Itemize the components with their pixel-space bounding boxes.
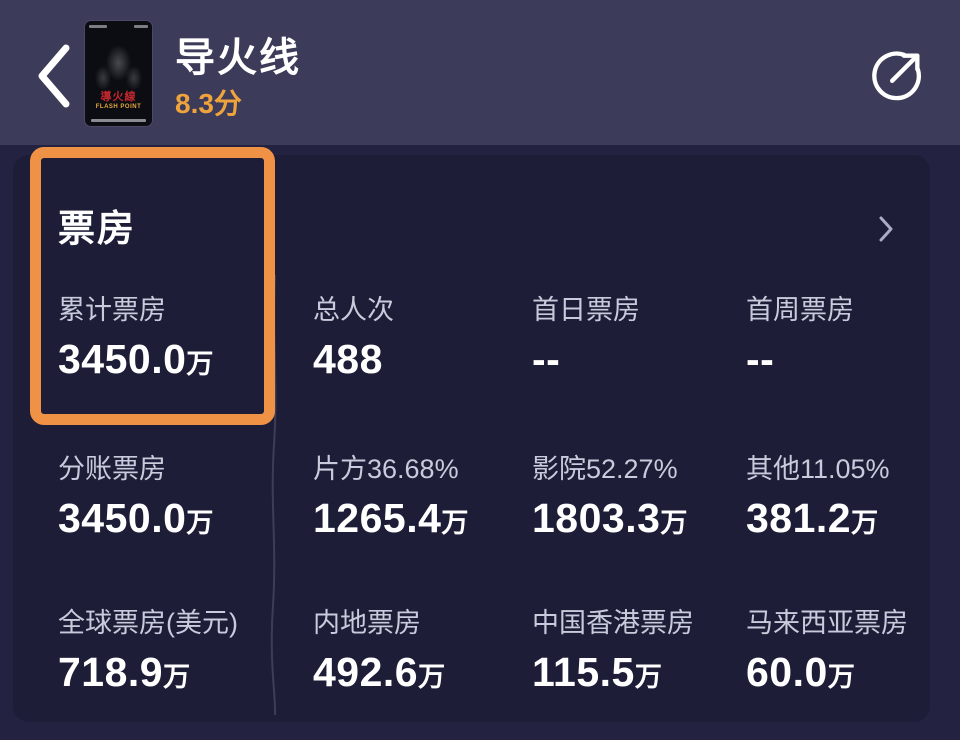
stat-cell-first-week-box-office: 首周票房 -- [746, 293, 900, 390]
stat-label: 累计票房 [58, 295, 166, 325]
stat-cell-cumulative-box-office: 累计票房 3450.0万 [58, 293, 313, 390]
stat-row: 累计票房 3450.0万 总人次 488 首日票房 -- 首周票房 -- [58, 293, 900, 390]
stat-value: 718.9万 [58, 649, 191, 695]
share-button[interactable] [866, 44, 928, 106]
chevron-left-icon [38, 44, 70, 108]
stat-row: 全球票房(美元) 718.9万 内地票房 492.6万 中国香港票房 115.5… [58, 606, 908, 703]
stat-label: 中国香港票房 [532, 608, 694, 638]
stat-value: 1265.4万 [313, 495, 469, 541]
stat-label: 内地票房 [313, 608, 421, 638]
stat-cell-hongkong-box-office: 中国香港票房 115.5万 [532, 606, 746, 703]
back-button[interactable] [30, 40, 78, 112]
stat-row: 分账票房 3450.0万 片方36.68% 1265.4万 影院52.27% 1… [58, 452, 900, 549]
poster-footer-line [91, 119, 146, 122]
stat-label: 首周票房 [746, 295, 854, 325]
section-title: 票房 [58, 208, 136, 249]
stat-label: 总人次 [313, 295, 394, 325]
stat-value: 3450.0万 [58, 495, 214, 541]
stat-value: 60.0万 [746, 649, 856, 695]
movie-title: 导火线 [175, 36, 301, 80]
stat-label: 分账票房 [58, 454, 166, 484]
stat-label: 其他11.05% [746, 454, 890, 484]
title-block: 导火线 8.3分 [175, 34, 301, 120]
stat-label: 马来西亚票房 [746, 608, 908, 638]
poster-credits [89, 25, 148, 39]
stat-cell-malaysia-box-office: 马来西亚票房 60.0万 [746, 606, 908, 703]
stat-value: -- [746, 336, 775, 382]
poster-figures [91, 43, 146, 93]
stat-value: 381.2万 [746, 495, 879, 541]
stat-cell-first-day-box-office: 首日票房 -- [532, 293, 746, 390]
stat-label: 影院52.27% [532, 454, 678, 484]
stat-label: 片方36.68% [313, 454, 459, 484]
stat-cell-other-share: 其他11.05% 381.2万 [746, 452, 900, 549]
stat-label: 全球票房(美元) [58, 608, 238, 638]
stat-cell-producer-share: 片方36.68% 1265.4万 [313, 452, 532, 549]
stat-cell-global-box-office-usd: 全球票房(美元) 718.9万 [58, 606, 313, 703]
stat-value: 3450.0万 [58, 336, 214, 382]
stat-value: -- [532, 336, 561, 382]
stat-cell-split-box-office: 分账票房 3450.0万 [58, 452, 313, 549]
stat-cell-cinema-share: 影院52.27% 1803.3万 [532, 452, 746, 549]
share-icon [872, 51, 921, 101]
box-office-card-header[interactable]: 票房 [58, 155, 900, 251]
poster-title-cn: 導火線 [100, 91, 137, 103]
box-office-card: 票房 累计票房 3450.0万 总人次 488 首日票房 -- 首 [13, 155, 930, 722]
chevron-right-icon[interactable] [878, 215, 894, 243]
stat-cell-total-admissions: 总人次 488 [313, 293, 532, 390]
stat-value: 115.5万 [532, 649, 663, 695]
poster-title-en: FLASH POINT [95, 104, 142, 110]
stat-value: 488 [313, 336, 383, 382]
stat-label: 首日票房 [532, 295, 640, 325]
stat-value: 492.6万 [313, 649, 446, 695]
movie-rating: 8.3分 [175, 88, 242, 119]
stat-cell-mainland-box-office: 内地票房 492.6万 [313, 606, 532, 703]
app-header: 導火線 FLASH POINT 导火线 8.3分 [0, 0, 960, 145]
stat-value: 1803.3万 [532, 495, 688, 541]
movie-poster: 導火線 FLASH POINT [85, 21, 152, 126]
